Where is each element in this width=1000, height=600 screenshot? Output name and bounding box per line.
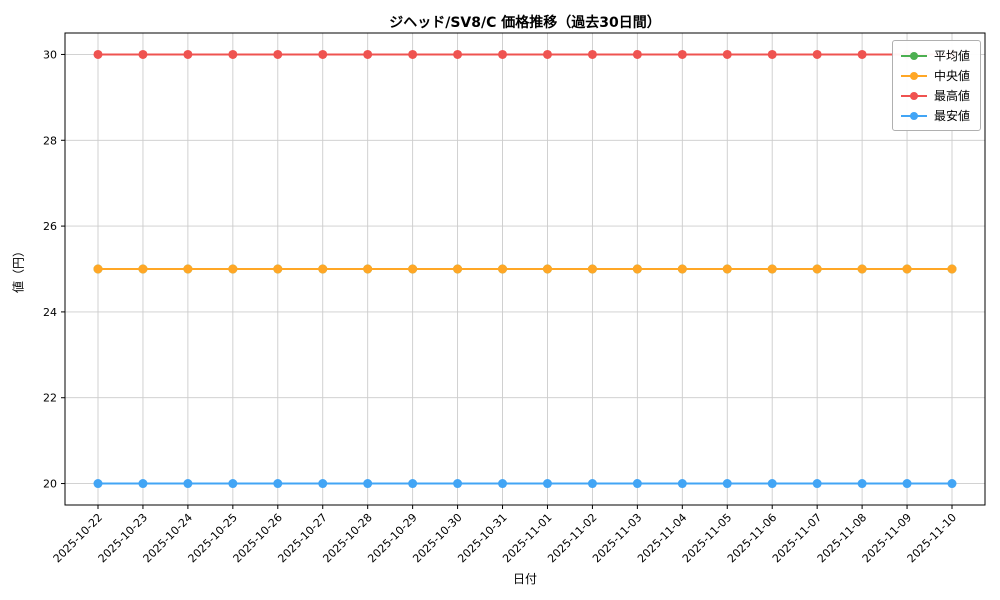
data-point-max: [632, 49, 642, 59]
data-point-median: [453, 264, 463, 274]
legend-label: 最高値: [933, 89, 970, 103]
y-tick-label: 26: [43, 220, 57, 233]
data-point-max: [228, 49, 238, 59]
data-point-median: [138, 264, 148, 274]
data-point-min: [318, 479, 328, 489]
data-point-median: [273, 264, 283, 274]
data-point-min: [632, 479, 642, 489]
data-point-max: [363, 49, 373, 59]
data-point-max: [408, 49, 418, 59]
x-axis-label: 日付: [512, 572, 537, 586]
y-tick-label: 30: [43, 48, 57, 61]
data-point-max: [273, 49, 283, 59]
data-point-min: [138, 479, 148, 489]
data-point-max: [677, 49, 687, 59]
data-point-median: [318, 264, 328, 274]
data-point-median: [812, 264, 822, 274]
data-point-min: [947, 479, 957, 489]
data-point-median: [183, 264, 193, 274]
data-point-max: [767, 49, 777, 59]
data-point-max: [542, 49, 552, 59]
data-point-min: [453, 479, 463, 489]
legend-label: 最安値: [933, 109, 970, 123]
data-point-max: [498, 49, 508, 59]
data-point-min: [228, 479, 238, 489]
data-point-median: [677, 264, 687, 274]
data-point-max: [138, 49, 148, 59]
data-point-min: [542, 479, 552, 489]
data-point-median: [587, 264, 597, 274]
legend-line-marker-icon: [900, 110, 927, 122]
data-point-min: [587, 479, 597, 489]
legend-line-marker-icon: [900, 90, 927, 102]
data-point-median: [93, 264, 103, 274]
data-point-min: [857, 479, 867, 489]
legend-label: 平均値: [933, 49, 970, 63]
data-point-median: [228, 264, 238, 274]
data-point-median: [947, 264, 957, 274]
data-point-max: [857, 49, 867, 59]
legend-line-marker-icon: [900, 70, 927, 82]
data-point-median: [542, 264, 552, 274]
y-tick-label: 22: [43, 392, 57, 405]
data-point-max: [812, 49, 822, 59]
chart-title: ジヘッド/SV8/C 価格推移（過去30日間）: [389, 15, 661, 31]
plot-border: [64, 32, 986, 506]
legend-item-mean: 平均値: [900, 47, 970, 64]
data-point-max: [93, 49, 103, 59]
legend-line-marker-icon: [900, 50, 927, 62]
legend-item-min: 最安値: [900, 107, 970, 124]
data-point-median: [363, 264, 373, 274]
data-point-median: [902, 264, 912, 274]
data-point-min: [183, 479, 193, 489]
y-axis-label: 値（円）: [11, 244, 26, 294]
data-point-min: [722, 479, 732, 489]
data-point-min: [767, 479, 777, 489]
data-point-min: [273, 479, 283, 489]
data-point-min: [363, 479, 373, 489]
legend-item-max: 最高値: [900, 87, 970, 104]
data-point-max: [722, 49, 732, 59]
data-point-min: [93, 479, 103, 489]
data-point-max: [587, 49, 597, 59]
chart-legend: 平均値 中央値 最高値 最安値: [891, 40, 981, 131]
data-point-min: [902, 479, 912, 489]
data-point-min: [498, 479, 508, 489]
legend-label: 中央値: [933, 69, 970, 83]
data-point-min: [408, 479, 418, 489]
data-point-max: [318, 49, 328, 59]
legend-item-median: 中央値: [900, 67, 970, 84]
data-point-median: [857, 264, 867, 274]
data-point-median: [408, 264, 418, 274]
y-tick-label: 24: [43, 306, 57, 319]
data-point-median: [722, 264, 732, 274]
data-point-median: [498, 264, 508, 274]
data-point-median: [632, 264, 642, 274]
data-point-min: [677, 479, 687, 489]
data-point-median: [767, 264, 777, 274]
y-tick-label: 20: [43, 478, 57, 491]
data-point-max: [453, 49, 463, 59]
data-point-min: [812, 479, 822, 489]
data-point-max: [183, 49, 193, 59]
y-tick-label: 28: [43, 134, 57, 147]
